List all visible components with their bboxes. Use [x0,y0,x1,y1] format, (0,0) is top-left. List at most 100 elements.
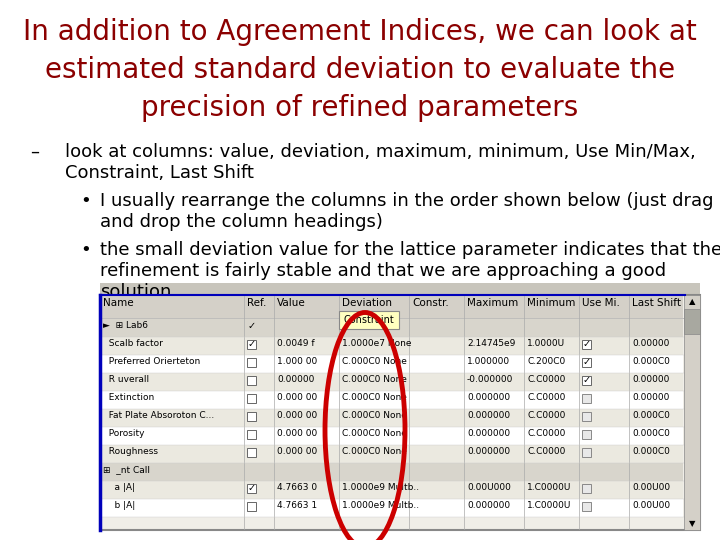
Bar [582,412,591,421]
Text: 0.000000: 0.000000 [467,393,510,402]
Text: 0.000 00: 0.000 00 [277,447,318,456]
Text: 0.000000: 0.000000 [467,501,510,510]
Text: 0.000000: 0.000000 [467,411,510,420]
Bar [247,376,256,385]
Bar [582,502,591,511]
Text: ✓: ✓ [582,339,590,348]
Text: ✓: ✓ [582,357,590,366]
Text: 1.000000: 1.000000 [467,357,510,366]
Text: precision of refined parameters: precision of refined parameters [141,94,579,122]
Text: look at columns: value, deviation, maximum, minimum, Use Min/Max,: look at columns: value, deviation, maxim… [65,143,696,161]
Text: C.C0000: C.C0000 [527,411,565,420]
Bar [582,448,591,457]
Text: ⊞  _nt Call: ⊞ _nt Call [103,465,150,474]
Text: ✓: ✓ [582,375,590,386]
Text: Porosity: Porosity [103,429,145,438]
Text: •: • [80,241,91,259]
Text: ✓: ✓ [582,375,590,384]
Bar [247,502,256,511]
Text: ✓: ✓ [248,340,256,349]
Text: 1.0000e7 None: 1.0000e7 None [342,339,412,348]
Bar [101,445,683,463]
Text: 4.7663 0: 4.7663 0 [277,483,317,492]
Text: Name: Name [103,298,134,308]
Text: Deviation: Deviation [342,298,392,308]
Text: 0.00U00: 0.00U00 [632,483,670,492]
Text: 0.000000: 0.000000 [467,429,510,438]
Bar [247,394,256,403]
Text: 0.00000: 0.00000 [632,393,670,402]
Text: C.C0000: C.C0000 [527,393,565,402]
Bar [582,484,591,493]
Text: 1.000 00: 1.000 00 [277,357,318,366]
Bar [101,391,683,409]
Bar [247,358,256,367]
Text: 0.00U00: 0.00U00 [632,501,670,510]
Text: 0.000 00: 0.000 00 [277,393,318,402]
Text: 0.000 00: 0.000 00 [277,411,318,420]
Text: 0.000C0: 0.000C0 [632,429,670,438]
Text: a |A|: a |A| [103,483,135,492]
Text: R uverall: R uverall [103,375,149,384]
Bar [684,295,700,530]
Text: 4.7663 1: 4.7663 1 [277,501,317,510]
Text: 0.000C0: 0.000C0 [632,411,670,420]
Bar [101,373,683,391]
Text: Fat Plate Absoroton C...: Fat Plate Absoroton C... [103,411,215,420]
Bar [101,296,683,318]
Bar [582,394,591,403]
Bar [582,358,591,367]
Text: C.000C0 None: C.000C0 None [342,393,407,402]
Bar [247,430,256,439]
Text: C.000C0 None: C.000C0 None [342,411,407,420]
Text: C.200C0: C.200C0 [527,357,565,366]
Text: –: – [30,143,39,161]
Text: Constr.: Constr. [412,298,449,308]
Text: ▼: ▼ [689,519,696,528]
Text: Use Mi.: Use Mi. [582,298,620,308]
Text: 2.14745e9: 2.14745e9 [467,339,516,348]
Bar [101,499,683,517]
Text: b |A|: b |A| [103,501,135,510]
Text: 0.000 00: 0.000 00 [277,429,318,438]
Text: Value: Value [277,298,306,308]
Bar [101,355,683,373]
Text: ✓: ✓ [582,357,590,368]
Text: C.000C0 None: C.000C0 None [342,357,407,366]
Bar [247,448,256,457]
Bar [100,283,700,295]
Text: 0.00U000: 0.00U000 [467,483,511,492]
Text: 0.000C0: 0.000C0 [632,357,670,366]
Text: 1.0000e9 Multb..: 1.0000e9 Multb.. [342,501,419,510]
Text: 1.C0000U: 1.C0000U [527,483,572,492]
Text: Last Shift: Last Shift [632,298,681,308]
Bar [101,337,683,355]
Text: ✓: ✓ [248,321,256,332]
Text: In addition to Agreement Indices, we can look at: In addition to Agreement Indices, we can… [23,18,697,46]
Text: Preferred Orierteton: Preferred Orierteton [103,357,200,366]
Bar [582,376,591,385]
Text: 0.00000: 0.00000 [277,375,315,384]
Bar [684,309,700,334]
Text: Extinction: Extinction [103,393,154,402]
Bar [101,463,683,481]
Bar [101,319,683,337]
Text: Maximum: Maximum [467,298,518,308]
Text: 0.00000: 0.00000 [632,339,670,348]
Bar [100,295,700,530]
Text: ▲: ▲ [689,297,696,306]
Text: C.000C0 None: C.000C0 None [342,447,407,456]
Text: refinement is fairly stable and that we are approaching a good: refinement is fairly stable and that we … [100,262,666,280]
Text: the small deviation value for the lattice parameter indicates that the: the small deviation value for the lattic… [100,241,720,259]
Text: 1.0000U: 1.0000U [527,339,565,348]
Text: C.C0000: C.C0000 [527,447,565,456]
Text: -0.000000: -0.000000 [467,375,513,384]
Bar [247,340,256,349]
Text: estimated standard deviation to evaluate the: estimated standard deviation to evaluate… [45,56,675,84]
Text: I usually rearrange the columns in the order shown below (just drag: I usually rearrange the columns in the o… [100,192,714,210]
Text: ✓: ✓ [248,483,256,494]
Text: 0.00000: 0.00000 [632,375,670,384]
Text: ►  ⊞ Lab6: ► ⊞ Lab6 [103,321,148,330]
Bar [247,412,256,421]
Text: 1.0000e9 Multb..: 1.0000e9 Multb.. [342,483,419,492]
